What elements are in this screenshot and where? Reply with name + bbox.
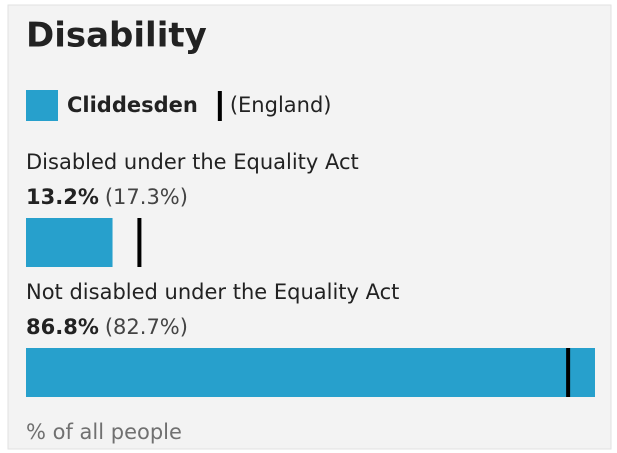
comparison-marker	[566, 348, 571, 397]
comparison-label: (82.7%)	[105, 315, 188, 339]
bar	[26, 218, 113, 267]
comparison-label: (17.3%)	[105, 185, 188, 209]
value-label: 86.8%	[26, 315, 99, 339]
legend-label: (England)	[230, 93, 332, 117]
category-label: Disabled under the Equality Act	[26, 150, 359, 174]
x-axis-label: % of all people	[26, 420, 182, 444]
legend-swatch	[26, 90, 58, 121]
legend-marker	[217, 91, 222, 121]
category-label: Not disabled under the Equality Act	[26, 280, 399, 304]
bar	[26, 348, 595, 397]
legend-label: Cliddesden	[67, 93, 198, 117]
chart-title: Disability	[26, 16, 207, 56]
value-label: 13.2%	[26, 185, 99, 209]
comparison-marker	[137, 218, 142, 267]
